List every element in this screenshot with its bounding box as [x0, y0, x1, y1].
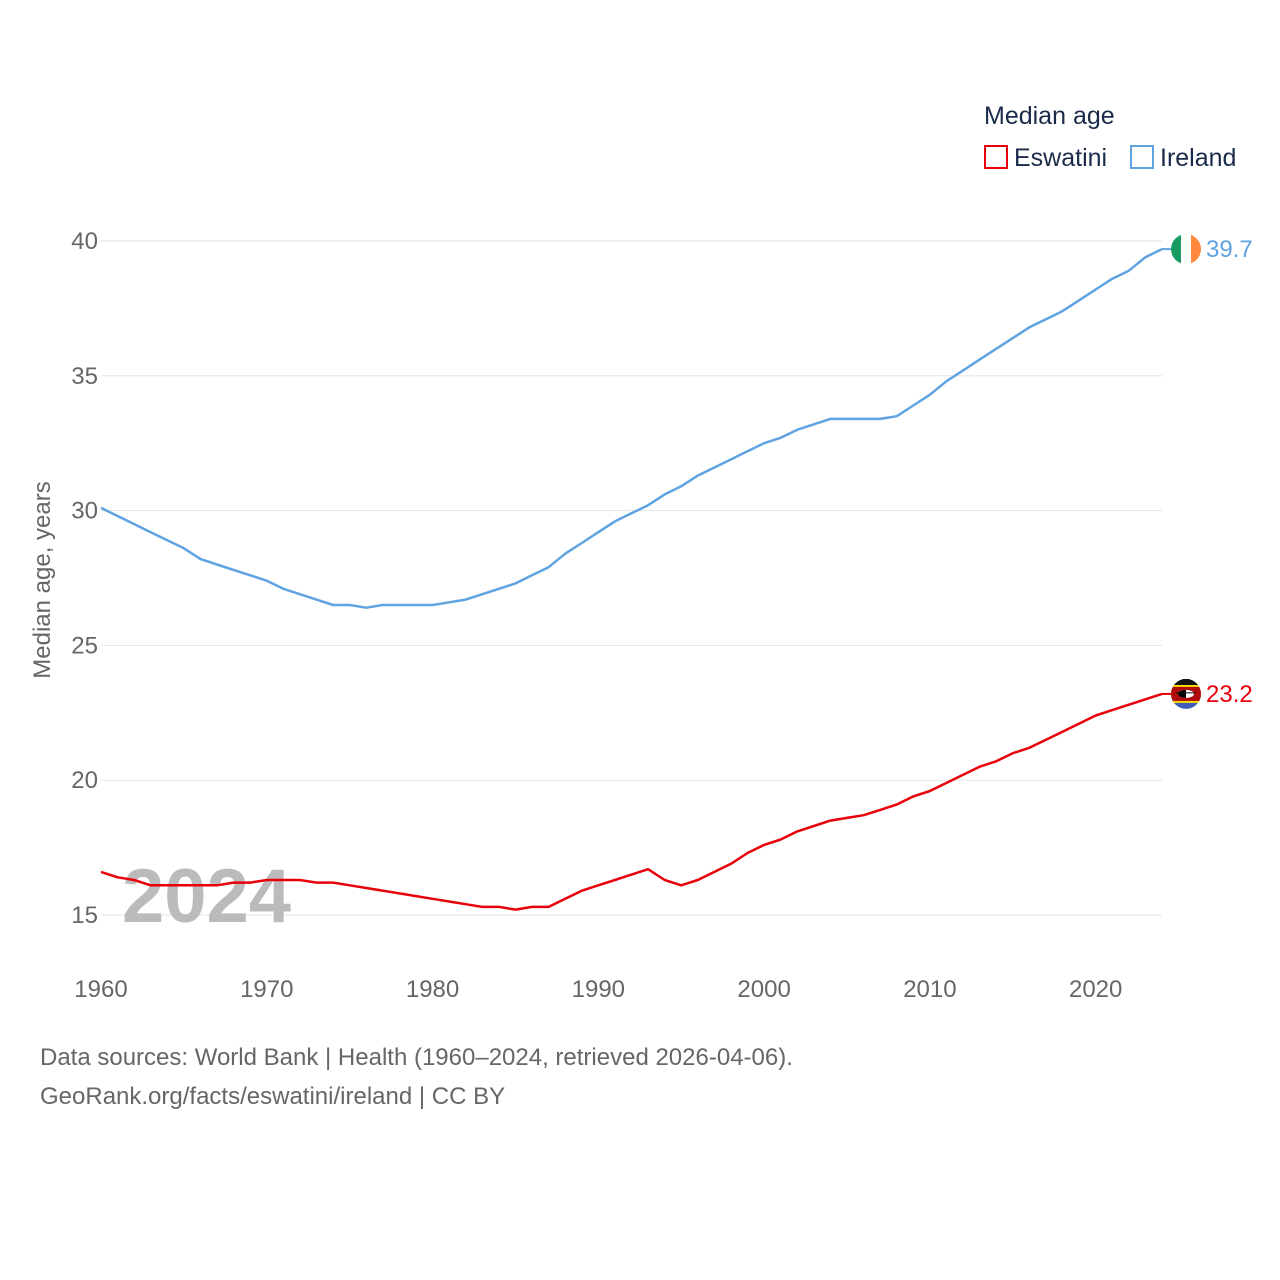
series-line-ireland[interactable] [100, 247, 1163, 609]
gridlines [101, 240, 1162, 916]
legend-swatch-ireland [1130, 145, 1154, 169]
series-line-eswatini[interactable] [100, 692, 1163, 911]
footer-attribution-link[interactable]: GeoRank.org/facts/eswatini/ireland | CC … [40, 1083, 506, 1110]
legend: Median age Eswatini Ireland [984, 102, 1236, 172]
x-tick-label: 2000 [737, 976, 790, 1003]
x-tick-label: 1990 [572, 976, 625, 1003]
legend-item-eswatini[interactable]: Eswatini [984, 144, 1107, 172]
x-tick-label: 1980 [406, 976, 459, 1003]
x-axis-ticks: 1960 1970 1980 1990 2000 2010 2020 [74, 976, 1122, 1003]
y-tick-label: 35 [71, 363, 98, 390]
x-tick-label: 2020 [1069, 976, 1122, 1003]
y-tick-label: 30 [71, 498, 98, 525]
x-tick-label: 2010 [903, 976, 956, 1003]
y-tick-label: 25 [71, 632, 98, 659]
legend-swatch-eswatini [984, 145, 1008, 169]
eswatini-flag-icon [1171, 678, 1201, 709]
y-tick-label: 15 [71, 902, 98, 929]
y-tick-label: 40 [71, 228, 98, 255]
footer-sources: Data sources: World Bank | Health (1960–… [40, 1044, 793, 1071]
end-label-eswatini: 23.2 [1206, 681, 1253, 708]
legend-item-ireland[interactable]: Ireland [1130, 144, 1236, 172]
legend-label-eswatini: Eswatini [1014, 144, 1107, 172]
legend-title: Median age [984, 102, 1115, 130]
ireland-flag-icon [1171, 234, 1201, 265]
median-age-chart: Median age Eswatini Ireland 15 20 25 30 35 40… [29, 102, 1253, 1003]
end-label-ireland: 39.7 [1206, 236, 1253, 263]
y-tick-label: 20 [71, 767, 98, 794]
x-tick-label: 1970 [240, 976, 293, 1003]
y-axis-ticks: 15 20 25 30 35 40 [71, 228, 98, 929]
series-lines [100, 247, 1172, 911]
year-watermark: 2024 [122, 854, 291, 939]
x-tick-label: 1960 [74, 976, 127, 1003]
y-axis-title: Median age, years [29, 481, 56, 678]
legend-label-ireland: Ireland [1160, 144, 1236, 172]
